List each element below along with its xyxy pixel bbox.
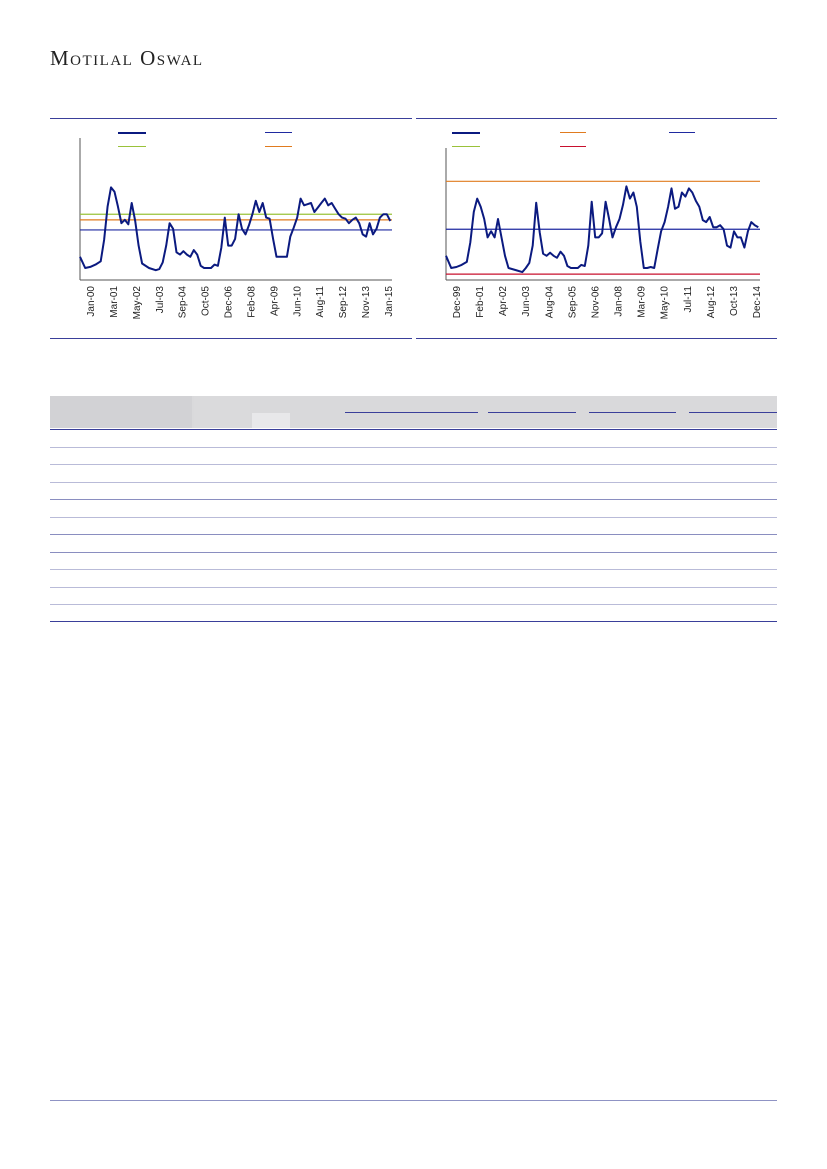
- chart2-x-tick-label: Jul-11: [683, 286, 694, 313]
- table-group-underline-1: [345, 412, 478, 413]
- table-row-line: [50, 552, 777, 553]
- chart2-x-tick-label: Oct-13: [729, 286, 740, 316]
- table-group-underline-4: [689, 412, 777, 413]
- chart1-x-tick-label: Feb-08: [247, 286, 258, 318]
- chart2-x-tick-label: Jun-03: [521, 286, 532, 317]
- table-row-line: [50, 534, 777, 535]
- chart2-legend-series-swatch: [452, 132, 480, 134]
- chart1-bottom-rule: [50, 338, 412, 339]
- chart2-bottom-rule: [416, 338, 777, 339]
- table-row-line: [50, 447, 777, 448]
- chart1-x-tick-label: Dec-06: [224, 286, 235, 319]
- brand-logo: Motilal Oswal: [50, 46, 204, 70]
- chart2-legend-avg-swatch: [669, 132, 695, 133]
- table-group-underline-2: [488, 412, 576, 413]
- chart2-x-tick-label: Sep-05: [567, 286, 578, 319]
- table-header-cell-1: [50, 396, 192, 428]
- chart2-valuation-line-chart: Dec-99 Feb-01 Apr-02 Jun-03 Aug-04 Sep-05 Nov-…: [445, 148, 763, 320]
- chart2-legend-low-swatch: [560, 146, 586, 147]
- chart2-x-tick-label: Dec-14: [752, 286, 763, 319]
- table-row-line: [50, 482, 777, 483]
- table-row-line: [50, 464, 777, 465]
- table-row-line: [50, 569, 777, 570]
- chart2-legend-peak-swatch: [560, 132, 586, 133]
- table-header-cell-3: [252, 413, 290, 428]
- table-header-cell-2: [194, 396, 250, 428]
- chart1-valuation-line-chart: Jan-00 Mar-01 May-02 Jul-03 Sep-04 Oct-05 Dec-…: [79, 138, 395, 320]
- table-row-line: [50, 587, 777, 588]
- chart1-x-tick-label: Aug-11: [315, 286, 326, 318]
- table-row-line: [50, 499, 777, 500]
- chart1-legend-minus1sd-swatch: [265, 146, 292, 147]
- chart2-x-tick-label: Feb-01: [475, 286, 486, 318]
- chart2-top-rule: [416, 118, 777, 119]
- chart2-x-tick-label: Jan-08: [614, 286, 625, 317]
- chart2-x-tick-label: Aug-04: [544, 286, 555, 319]
- chart1-x-tick-label: Jun-10: [292, 286, 303, 317]
- chart1-x-tick-label: Jul-03: [155, 286, 166, 314]
- chart1-legend-plus1sd-swatch: [118, 146, 146, 147]
- chart2-x-tick-label: May-10: [660, 286, 671, 320]
- chart1-x-tick-label: Mar-01: [109, 286, 120, 318]
- chart1-x-tick-label: Sep-04: [178, 286, 189, 319]
- chart1-x-tick-label: Jan-15: [384, 286, 395, 317]
- table-group-underline-3: [589, 412, 676, 413]
- table-row-line: [50, 429, 777, 430]
- chart2-series-line-0: [445, 185, 759, 274]
- chart1-legend-avg-swatch: [265, 132, 292, 133]
- chart1-x-tick-label: Apr-09: [269, 286, 280, 316]
- chart1-x-tick-label: May-02: [132, 286, 143, 320]
- chart2-x-tick-label: Nov-06: [591, 286, 602, 319]
- chart2-x-tick-label: Aug-12: [706, 286, 717, 319]
- chart2-x-tick-label: Dec-99: [452, 286, 463, 319]
- chart1-top-rule: [50, 118, 412, 119]
- chart1-legend-series-swatch: [118, 132, 146, 134]
- table-row-line: [50, 517, 777, 518]
- footer-rule: [50, 1100, 777, 1101]
- table-bottom-rule: [50, 621, 777, 622]
- chart1-x-tick-label: Nov-13: [361, 286, 372, 319]
- chart1-x-tick-label: Jan-00: [86, 286, 97, 317]
- chart2-x-tick-label: Mar-09: [637, 286, 648, 318]
- chart1-x-tick-label: Oct-05: [201, 286, 212, 316]
- chart2-x-tick-label: Apr-02: [498, 286, 509, 316]
- chart2-legend-plus1sd-swatch: [452, 146, 480, 147]
- chart1-x-tick-label: Sep-12: [338, 286, 349, 319]
- chart1-series-line-0: [79, 186, 392, 272]
- table-row-line: [50, 604, 777, 605]
